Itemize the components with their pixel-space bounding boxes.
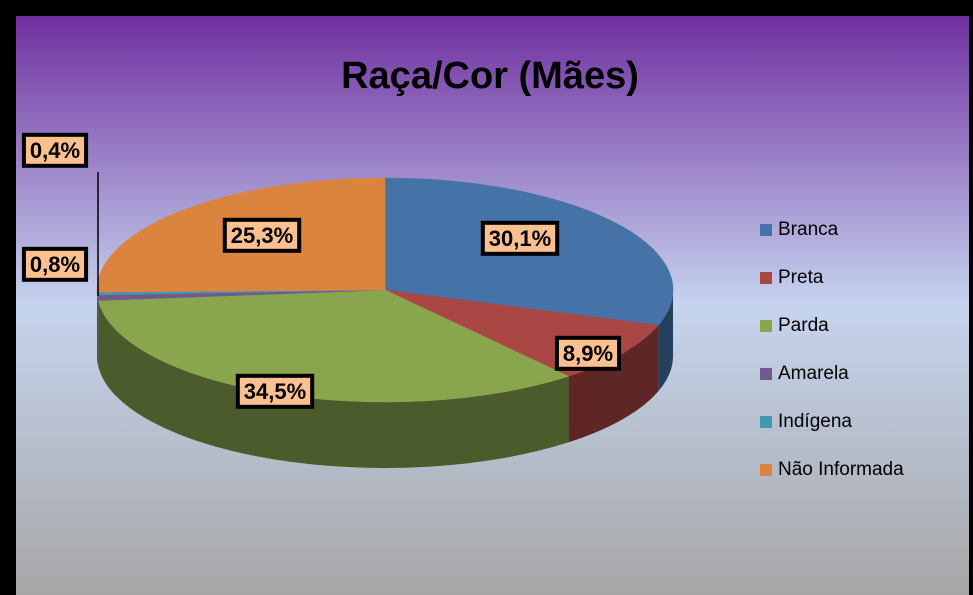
- data-label: 34,5%: [235, 373, 315, 409]
- legend-label: Preta: [778, 267, 824, 288]
- value-label: 25,3%: [231, 223, 293, 248]
- value-label: 8,9%: [563, 341, 613, 366]
- value-label: 30,1%: [489, 226, 551, 251]
- chart-title: Raça/Cor (Mães): [341, 55, 639, 97]
- legend-swatch: [760, 368, 772, 380]
- legend-label: Indígena: [778, 411, 852, 432]
- data-label: 25,3%: [222, 217, 302, 253]
- legend-swatch: [760, 224, 772, 236]
- legend-swatch: [760, 416, 772, 428]
- label-box: [480, 220, 560, 256]
- label-box: [21, 132, 89, 168]
- value-label: 34,5%: [244, 379, 306, 404]
- slice-side: [97, 294, 99, 367]
- legend-label: Amarela: [778, 363, 849, 384]
- slice-side: [568, 325, 659, 443]
- slice-side: [658, 290, 673, 392]
- label-box: [21, 246, 89, 282]
- label-box: [222, 217, 302, 253]
- data-label: 0,4%: [21, 132, 89, 168]
- legend-swatch: [760, 272, 772, 284]
- value-label: 0,4%: [30, 138, 80, 163]
- data-label: 0,8%: [21, 246, 89, 282]
- legend-label: Não Informada: [778, 459, 904, 480]
- data-label: 30,1%: [480, 220, 560, 256]
- legend-label: Parda: [778, 315, 829, 336]
- data-label: 8,9%: [554, 335, 622, 371]
- legend-swatch: [760, 464, 772, 476]
- legend-label: Branca: [778, 219, 839, 240]
- label-box: [554, 335, 622, 371]
- legend-swatch: [760, 320, 772, 332]
- value-label: 0,8%: [30, 252, 80, 277]
- slice-side: [98, 300, 569, 468]
- label-box: [235, 373, 315, 409]
